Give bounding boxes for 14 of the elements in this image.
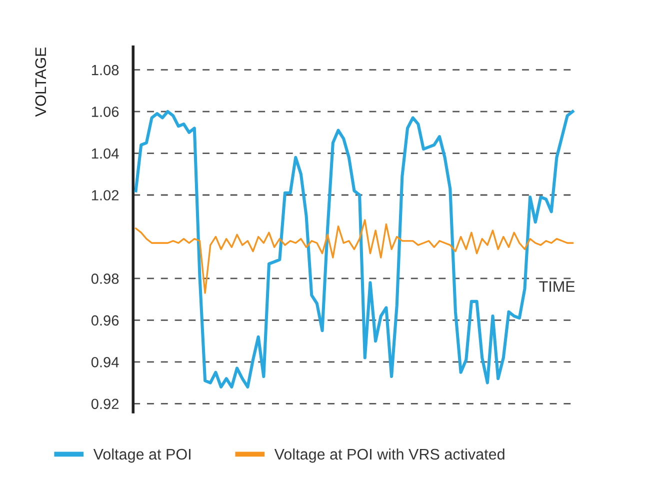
legend-label: Voltage at POI xyxy=(93,448,190,463)
y-tick-label: 1.04 xyxy=(92,148,119,159)
y-tick-label: 1.08 xyxy=(92,64,119,76)
legend-label: Voltage at POI with VRS activated xyxy=(274,448,504,463)
y-tick-label: 1.02 xyxy=(92,190,119,200)
x-axis-title: TIME xyxy=(539,281,575,292)
y-tick-label: 0.94 xyxy=(91,357,119,368)
line-series xyxy=(134,110,574,388)
y-axis-title: VOLTAGE xyxy=(35,48,46,117)
y-tick-label: 0.96 xyxy=(91,315,119,326)
y-tick-label: 1.06 xyxy=(92,106,119,117)
y-tick-label: 0.98 xyxy=(91,274,119,284)
line-series xyxy=(134,219,574,294)
y-tick-label: 0.92 xyxy=(91,398,119,410)
